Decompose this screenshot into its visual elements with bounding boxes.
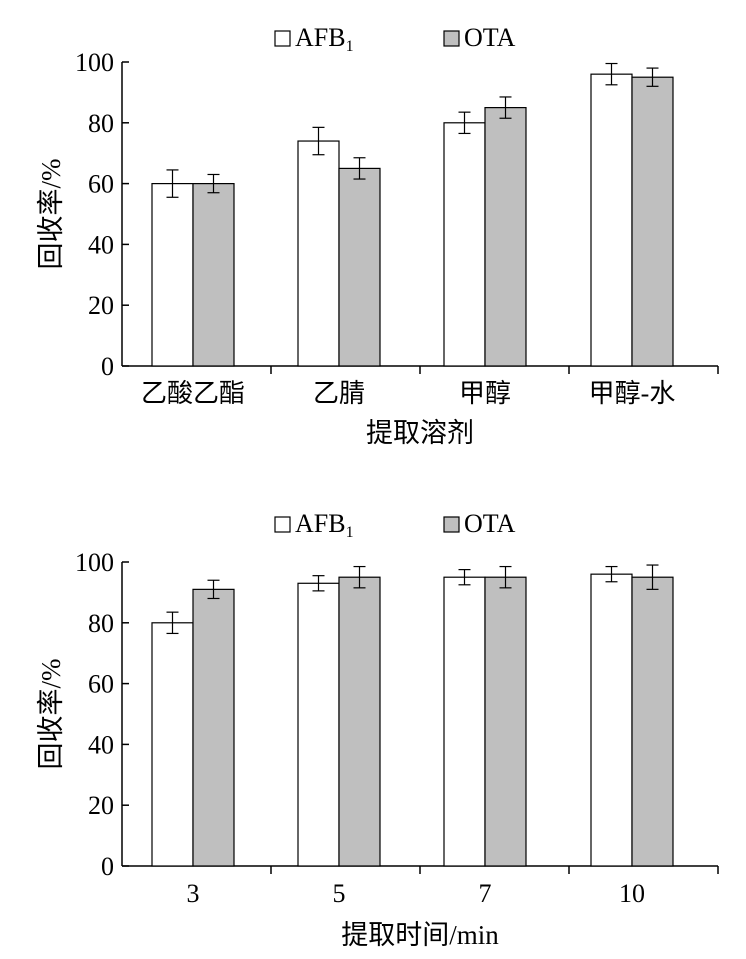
x-tick-label: 5: [333, 879, 346, 908]
y-tick-label: 80: [88, 109, 114, 138]
x-tick-label: 10: [619, 879, 645, 908]
y-tick-label: 100: [75, 548, 114, 577]
legend-ota-swatch: [443, 30, 460, 47]
bar-ota: [631, 76, 674, 367]
x-tick-label: 甲醇: [459, 379, 511, 408]
y-tick-label: 60: [88, 170, 114, 199]
bar-afb1: [443, 122, 486, 367]
bar-ota: [484, 576, 527, 867]
y-tick-label: 0: [101, 352, 114, 381]
legend-afb1-swatch: [274, 30, 291, 47]
bar-afb1: [297, 582, 340, 867]
bar-afb1: [590, 73, 633, 367]
legend-ota-swatch: [443, 516, 460, 533]
chart-panel-2: 0 20 40 60 80 100 3 5 7 10 提取时间/min 回收率/% AFB1 OTA: [36, 509, 719, 950]
bar-afb1: [151, 183, 194, 367]
legend-afb1-swatch: [274, 516, 291, 533]
legend-afb1-label: AFB1: [295, 509, 354, 541]
x-tick-label: 3: [187, 879, 200, 908]
y-axis-label: 回收率/%: [36, 159, 66, 270]
bar-ota: [484, 106, 527, 367]
x-tick-label: 乙酸乙酯: [141, 379, 245, 408]
legend-ota-label: OTA: [464, 23, 516, 52]
y-axis-label: 回收率/%: [36, 659, 66, 770]
x-tick-label: 7: [479, 879, 492, 908]
bar-afb1: [151, 622, 194, 867]
bar-ota: [192, 588, 235, 867]
y-tick-label: 100: [75, 48, 114, 77]
legend: AFB1 OTA: [274, 23, 516, 55]
x-tick-label: 甲醇-水: [589, 379, 676, 408]
y-tick-label: 40: [88, 730, 114, 759]
y-tick-label: 20: [88, 791, 114, 820]
x-tick-label: 乙腈: [313, 379, 365, 408]
y-tick-label: 80: [88, 609, 114, 638]
bar-afb1: [443, 576, 486, 867]
bar-ota: [338, 576, 381, 867]
bar-ota: [192, 183, 235, 367]
bar-afb1: [590, 573, 633, 867]
legend: AFB1 OTA: [274, 509, 516, 541]
bar-afb1: [297, 140, 340, 367]
bar-ota: [631, 576, 674, 867]
y-tick-label: 20: [88, 291, 114, 320]
legend-ota-label: OTA: [464, 509, 516, 538]
bar-ota: [338, 167, 381, 367]
x-axis-label: 提取溶剂: [366, 418, 474, 448]
y-tick-label: 40: [88, 230, 114, 259]
y-tick-label: 60: [88, 670, 114, 699]
legend-afb1-label: AFB1: [295, 23, 354, 55]
y-tick-label: 0: [101, 852, 114, 881]
x-axis-label: 提取时间/min: [341, 920, 499, 950]
